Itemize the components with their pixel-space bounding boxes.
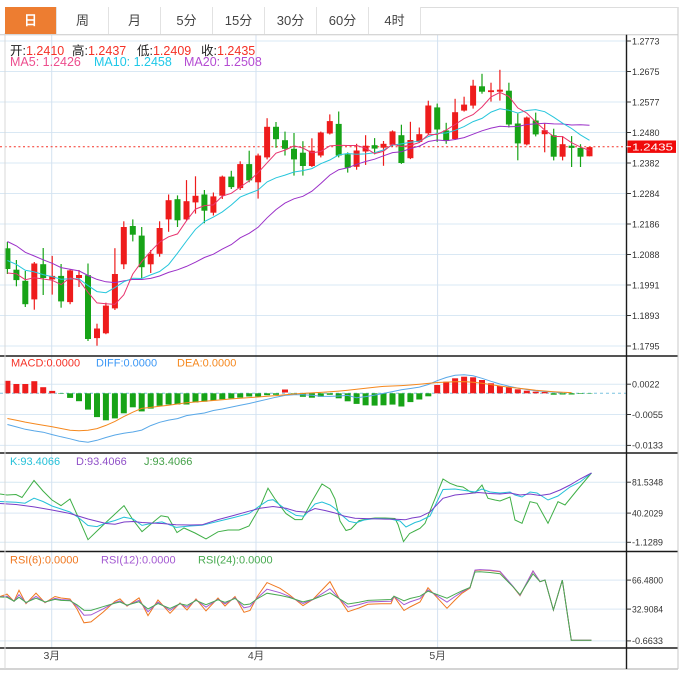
svg-text:-1.1289: -1.1289 (632, 537, 663, 548)
svg-text:1.1795: 1.1795 (632, 340, 660, 351)
svg-text:1.1893: 1.1893 (632, 310, 660, 321)
svg-text:RSI(24):0.0000: RSI(24):0.0000 (198, 554, 273, 566)
svg-text:4月: 4月 (248, 650, 264, 662)
svg-text:K:93.4066: K:93.4066 (10, 456, 60, 468)
svg-text:D:93.4066: D:93.4066 (76, 456, 127, 468)
svg-text:-0.0133: -0.0133 (632, 440, 663, 451)
svg-text:5月: 5月 (429, 650, 445, 662)
svg-text:1.2186: 1.2186 (632, 218, 660, 229)
svg-text:MACD:0.0000: MACD:0.0000 (11, 357, 80, 369)
svg-text:1.2577: 1.2577 (632, 96, 660, 107)
svg-text:81.5348: 81.5348 (632, 477, 663, 488)
svg-text:1.2382: 1.2382 (632, 157, 660, 168)
svg-text:J:93.4066: J:93.4066 (144, 456, 192, 468)
svg-text:1.1991: 1.1991 (632, 279, 660, 290)
svg-text:1.2675: 1.2675 (632, 66, 660, 77)
svg-text:40.2029: 40.2029 (632, 507, 663, 518)
svg-text:1.2773: 1.2773 (632, 35, 660, 46)
svg-text:66.4800: 66.4800 (632, 574, 663, 585)
svg-text:-0.0055: -0.0055 (632, 409, 663, 420)
svg-text:3月: 3月 (44, 650, 60, 662)
svg-text:1.2284: 1.2284 (632, 188, 660, 199)
svg-text:1.2435: 1.2435 (632, 141, 673, 153)
svg-text:RSI(6):0.0000: RSI(6):0.0000 (10, 554, 78, 566)
svg-text:1.2480: 1.2480 (632, 127, 660, 138)
svg-text:-0.6633: -0.6633 (632, 635, 663, 646)
svg-text:1.2088: 1.2088 (632, 249, 660, 260)
svg-text:DEA:0.0000: DEA:0.0000 (177, 357, 236, 369)
svg-text:0.0022: 0.0022 (632, 379, 660, 390)
svg-text:RSI(12):0.0000: RSI(12):0.0000 (101, 554, 176, 566)
svg-text:32.9084: 32.9084 (632, 603, 663, 614)
svg-text:DIFF:0.0000: DIFF:0.0000 (96, 357, 157, 369)
